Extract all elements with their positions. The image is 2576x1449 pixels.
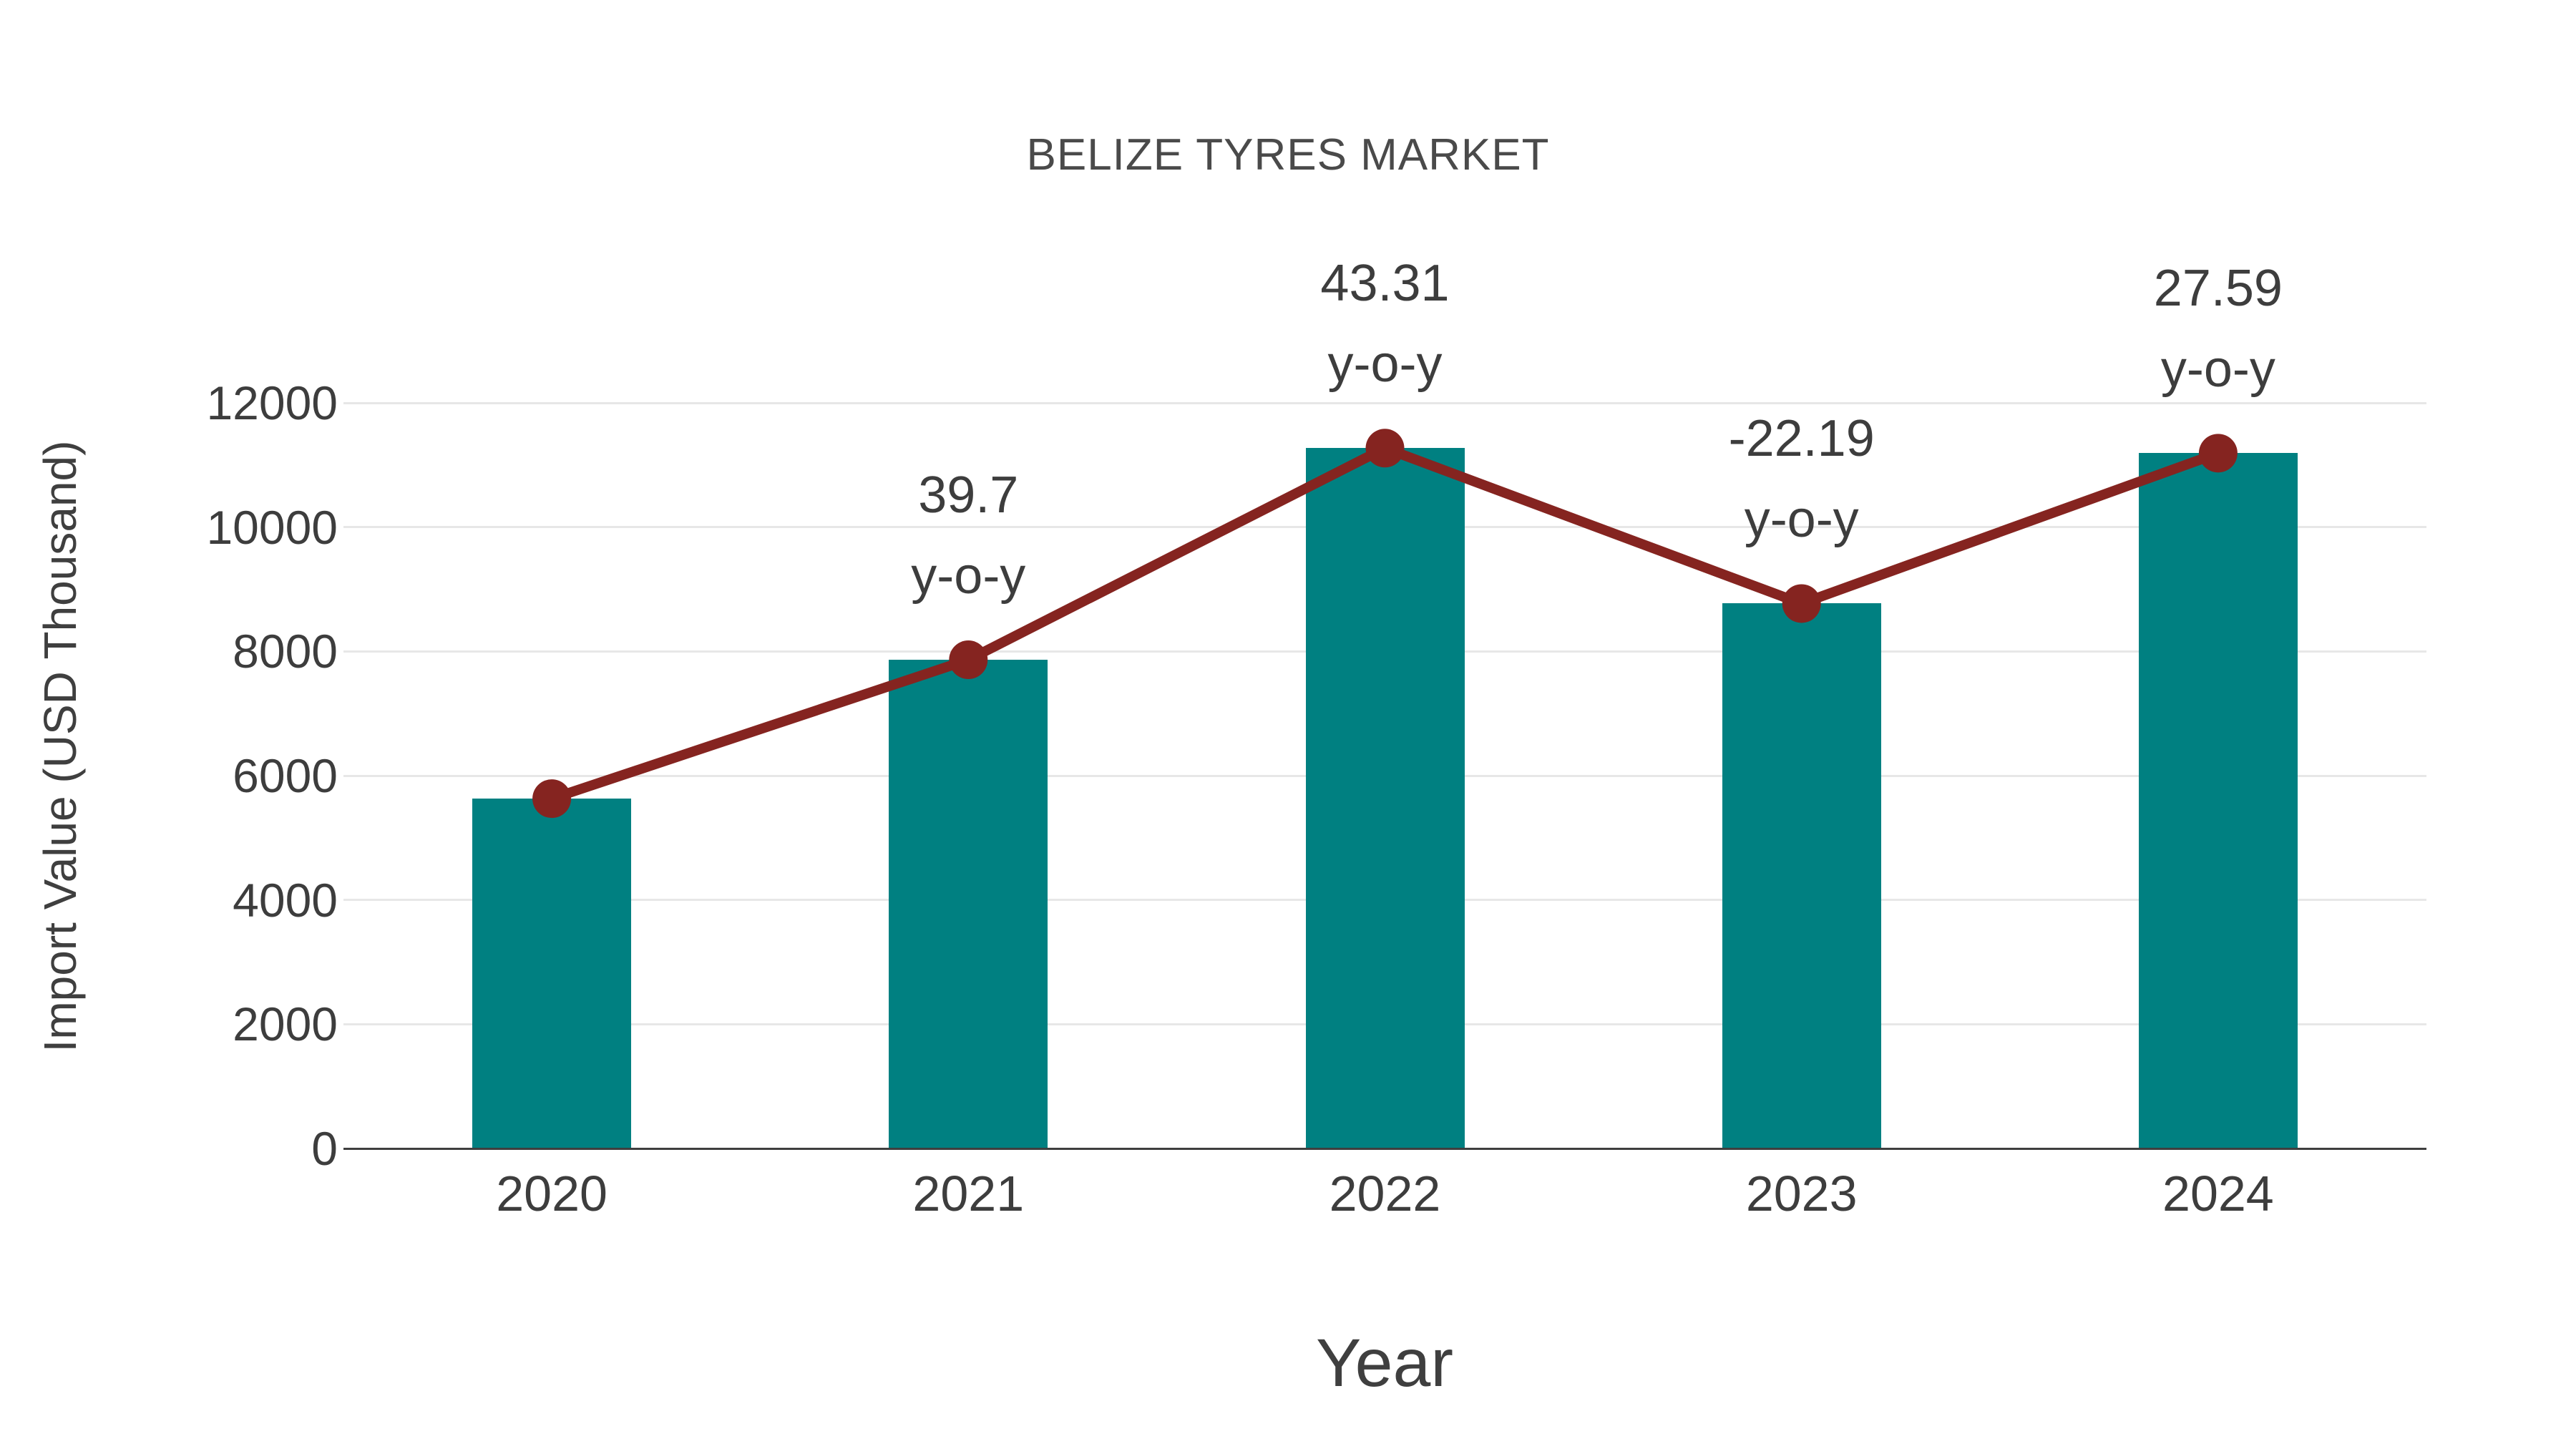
x-tick-label-2022: 2022 (1329, 1166, 1441, 1221)
x-axis-line (343, 1147, 2426, 1150)
bar-2020 (472, 799, 632, 1148)
x-tick-label-2023: 2023 (1745, 1166, 1858, 1221)
y-tick-label-0: 0 (311, 1122, 338, 1175)
y-tick-label-4000: 4000 (233, 873, 338, 927)
annotation-yoy-2023: y-o-y (1744, 491, 1859, 549)
y-tick-label-10000: 10000 (206, 500, 338, 554)
annotation-yoy-2021: y-o-y (911, 547, 1026, 605)
x-tick-label-2024: 2024 (2162, 1166, 2274, 1221)
line-marker-2023 (1782, 584, 1821, 623)
bar-2023 (1722, 603, 1881, 1148)
gridline-12000 (343, 401, 2426, 404)
annotation-value-2022: 43.31 (1320, 255, 1450, 313)
annotation-yoy-2024: y-o-y (2160, 341, 2275, 399)
annotation-value-2024: 27.59 (2153, 260, 2283, 318)
y-tick-label-12000: 12000 (206, 376, 338, 429)
annotation-value-2023: -22.19 (1728, 410, 1875, 468)
bar-2021 (889, 660, 1048, 1148)
x-tick-label-2020: 2020 (496, 1166, 608, 1221)
y-tick-label-8000: 8000 (233, 625, 338, 678)
line-marker-2022 (1365, 429, 1405, 468)
line-marker-2021 (949, 640, 988, 680)
x-tick-label-2021: 2021 (912, 1166, 1025, 1221)
y-tick-label-6000: 6000 (233, 749, 338, 802)
annotation-value-2021: 39.7 (918, 467, 1019, 525)
chart-title: BELIZE TYRES MARKET (1026, 130, 1550, 180)
annotation-yoy-2022: y-o-y (1327, 336, 1443, 394)
bar-2022 (1305, 448, 1465, 1148)
x-axis-title: Year (1316, 1325, 1453, 1401)
line-marker-2024 (2198, 434, 2238, 473)
y-tick-label-2000: 2000 (233, 997, 338, 1051)
bar-2024 (2138, 453, 2298, 1148)
line-marker-2020 (532, 779, 572, 819)
